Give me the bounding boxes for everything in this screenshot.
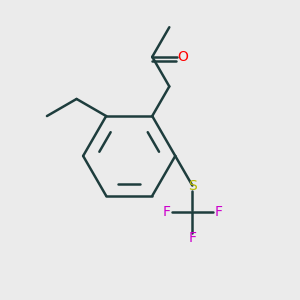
Text: O: O [177,50,188,64]
Text: F: F [214,205,223,219]
Text: F: F [188,231,196,245]
Text: F: F [162,205,170,219]
Text: S: S [188,178,197,193]
